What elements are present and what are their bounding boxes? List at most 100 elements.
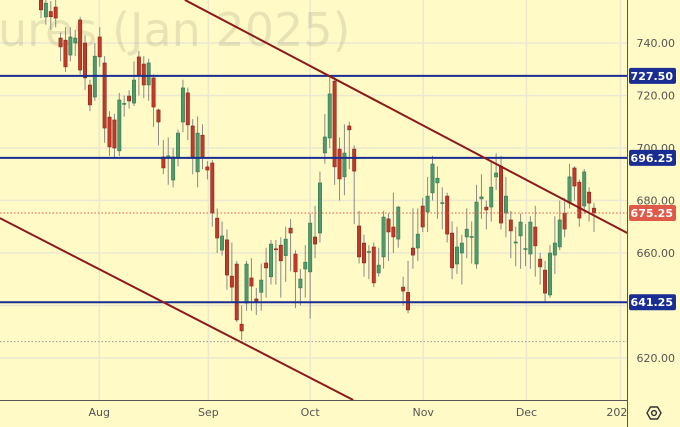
candle — [523, 224, 528, 267]
candle-body-up — [122, 103, 127, 105]
candle-body-up — [303, 261, 308, 270]
candle-body-down — [112, 119, 117, 149]
candle — [195, 116, 200, 188]
candle — [440, 187, 445, 230]
candle — [132, 61, 136, 106]
overlay-lines — [0, 0, 628, 401]
candle — [234, 260, 239, 323]
candle — [406, 260, 410, 314]
trendline — [0, 217, 354, 401]
x-tick-label: Dec — [516, 406, 537, 419]
candle-body-down — [136, 56, 141, 76]
candle-body-up — [528, 221, 533, 255]
candle-body-up — [415, 233, 420, 249]
candle-body-down — [234, 263, 239, 321]
candle-body-up — [425, 195, 430, 213]
candle — [322, 113, 327, 164]
candle — [513, 226, 518, 267]
candle — [97, 27, 102, 67]
candle-body-down — [543, 269, 548, 294]
candle-body-up — [195, 132, 200, 173]
candle-body-down — [288, 227, 293, 234]
candle — [552, 216, 557, 274]
candle-body-up — [430, 163, 435, 194]
candle — [127, 90, 132, 109]
candle-body-down — [83, 42, 87, 79]
candle — [239, 305, 244, 341]
candle — [415, 208, 420, 261]
candle-body-down — [205, 166, 210, 171]
candle-body-up — [43, 2, 48, 18]
candle — [538, 253, 543, 285]
candle-body-down — [406, 292, 410, 311]
candle-body-down — [185, 92, 190, 126]
y-tick-label: 660.00 — [637, 247, 676, 260]
candle — [308, 213, 313, 319]
candle — [43, 0, 48, 25]
candle-body-down — [445, 195, 450, 235]
candle-body-down — [391, 226, 396, 238]
candle — [146, 58, 151, 101]
x-tick-label: Nov — [412, 406, 434, 419]
candle — [288, 218, 293, 272]
x-tick-label: Oct — [301, 406, 321, 419]
candle-body-down — [357, 225, 362, 258]
candle-body-down — [97, 36, 102, 58]
candle — [273, 239, 278, 285]
candle — [503, 176, 508, 238]
candle — [347, 121, 352, 169]
candle — [543, 260, 548, 303]
candle — [156, 108, 161, 146]
candle-body-up — [518, 221, 523, 237]
candle — [303, 245, 308, 298]
candle-body-down — [48, 11, 53, 17]
candle — [357, 211, 362, 264]
level-price-label: 727.50 — [631, 70, 674, 83]
candle-body-down — [39, 0, 43, 11]
candle-body-up — [132, 79, 136, 104]
candle-body-down — [107, 116, 112, 148]
candle-body-down — [401, 286, 406, 292]
candle-body-down — [562, 212, 567, 230]
candle-body-up — [259, 279, 264, 293]
candle — [180, 79, 185, 133]
candle — [190, 119, 195, 175]
candle — [283, 226, 288, 282]
settings-button[interactable] — [646, 406, 662, 420]
candle — [293, 250, 298, 309]
candle — [176, 129, 180, 167]
candle-body-up — [298, 278, 303, 289]
candle-body-down — [293, 253, 298, 273]
candle — [479, 174, 484, 219]
candle — [366, 245, 371, 280]
candle-body-up — [327, 93, 332, 139]
y-tick-label: 620.00 — [637, 352, 676, 365]
candle-body-down — [347, 125, 352, 131]
y-tick-label: 680.00 — [637, 195, 676, 208]
candle-body-down — [215, 217, 220, 239]
candle-body-down — [210, 162, 215, 214]
candle-body-down — [386, 218, 391, 233]
candle — [298, 268, 303, 306]
candle — [548, 245, 552, 298]
candle-body-down — [225, 239, 229, 276]
candle-body-down — [508, 219, 513, 232]
candle — [327, 77, 332, 148]
candle-body-up — [474, 201, 479, 265]
candle — [269, 239, 273, 285]
candle-body-up — [396, 206, 401, 240]
candle — [244, 260, 249, 311]
candle-body-up — [317, 182, 322, 234]
candle — [450, 221, 455, 280]
candle-body-down — [572, 167, 577, 187]
time-axis[interactable] — [0, 400, 627, 427]
candle-body-down — [190, 125, 195, 158]
gear-hexagon-icon — [646, 406, 662, 420]
candle — [278, 237, 283, 298]
candle-body-down — [313, 236, 318, 245]
level-price-badge — [629, 294, 676, 311]
candle-body-down — [102, 62, 107, 129]
last-price-badge — [629, 204, 676, 221]
candle — [83, 35, 87, 91]
candle — [317, 171, 322, 243]
